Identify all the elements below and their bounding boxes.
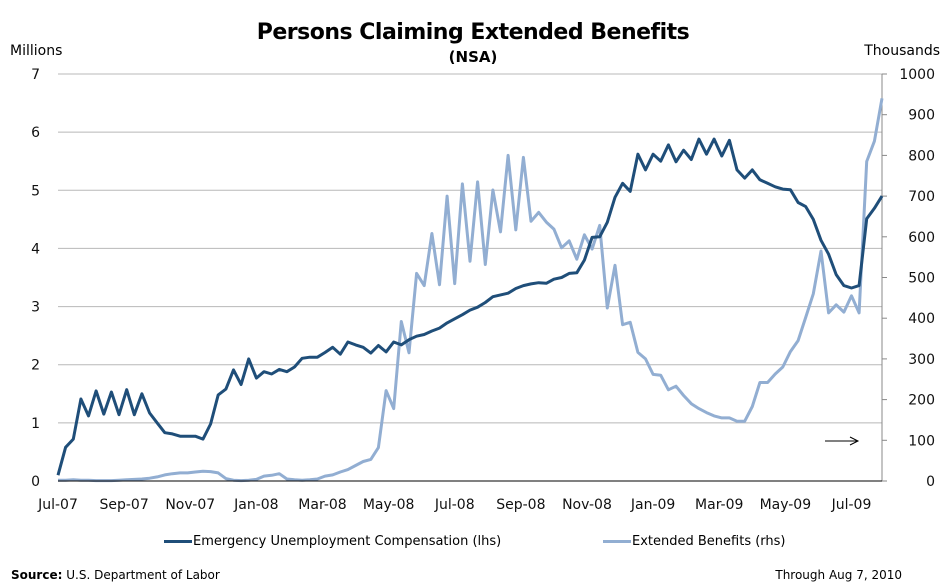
x-tick-label: May-09 [760,497,812,513]
legend-item-euc: Emergency Unemployment Compensation (lhs… [164,534,501,549]
x-tick-label: Mar-08 [298,497,346,513]
left-tick-label: 6 [31,125,40,141]
right-tick-label: 0 [926,474,935,490]
right-tick-label: 800 [908,148,935,164]
x-axis-ticks: Jul-07 Sep-07 Nov-07 Jan-08 Mar-08 May-08 Jul-… [37,497,871,513]
x-tick-label: Sep-07 [99,497,148,513]
right-tick-label: 400 [908,311,935,327]
x-tick-label: Jul-08 [434,497,475,513]
source-label: Source: [11,568,63,582]
x-tick-label: Jul-09 [831,497,872,513]
right-tick-label: 700 [908,189,935,205]
legend-swatch-eb [603,540,631,543]
right-tick-label: 300 [908,352,935,368]
x-tick-label: Nov-08 [562,497,612,513]
legend-label-eb: Extended Benefits (rhs) [632,534,786,549]
legend-label-euc: Emergency Unemployment Compensation (lhs… [193,534,502,549]
left-axis-ticks: 0 1 2 3 4 5 6 7 [31,67,40,490]
left-tick-label: 0 [31,474,40,490]
right-axis: 0 100 200 300 400 500 600 700 800 900 1000 [881,67,935,490]
x-tick-label: Jan-09 [630,497,675,513]
series-line-eb [58,98,884,483]
left-tick-label: 3 [31,300,40,316]
left-tick-label: 4 [31,241,40,257]
legend-item-eb: Extended Benefits (rhs) [603,534,786,549]
right-tick-label: 900 [908,108,935,124]
source-text: U.S. Department of Labor [66,568,220,582]
right-axis-unit-label: Thousands [864,43,940,59]
right-tick-label: 1000 [899,67,935,83]
x-tick-label: Jan-08 [233,497,278,513]
chart-title: Persons Claiming Extended Benefits [256,20,690,45]
right-tick-label: 200 [908,393,935,409]
series-lines [56,98,884,483]
x-tick-label: Mar-09 [695,497,743,513]
left-tick-label: 5 [31,183,40,199]
gridlines [58,73,882,424]
series-line-euc [56,137,884,476]
through-date-note: Through Aug 7, 2010 [775,568,902,582]
right-tick-label: 500 [908,271,935,287]
arrow-head [849,436,860,446]
chart-subtitle: (NSA) [448,48,498,66]
left-tick-label: 1 [31,416,40,432]
source-note: Source: U.S. Department of Labor [11,568,220,582]
left-tick-label: 2 [31,358,40,374]
x-tick-label: Nov-07 [165,497,215,513]
x-tick-label: May-08 [363,497,415,513]
x-tick-label: Sep-08 [496,497,545,513]
right-tick-label: 600 [908,230,935,246]
x-tick-label: Jul-07 [37,497,78,513]
arrow-right-annotation [825,436,860,446]
left-tick-label: 7 [31,67,40,83]
left-axis-unit-label: Millions [10,43,63,59]
legend-swatch-euc [164,540,192,543]
right-tick-label: 100 [908,433,935,449]
